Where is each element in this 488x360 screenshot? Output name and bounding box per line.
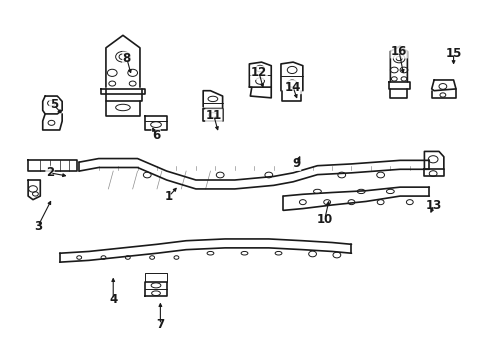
- Text: 6: 6: [152, 129, 160, 142]
- Text: 12: 12: [250, 66, 266, 79]
- Text: 10: 10: [316, 213, 332, 226]
- Text: 16: 16: [390, 45, 407, 58]
- Text: 4: 4: [109, 293, 117, 306]
- Text: 2: 2: [46, 166, 54, 179]
- Text: 7: 7: [156, 318, 164, 331]
- Text: 9: 9: [292, 157, 300, 170]
- Text: 15: 15: [445, 47, 461, 60]
- Text: 3: 3: [34, 220, 42, 233]
- Text: 1: 1: [165, 190, 173, 203]
- Text: 8: 8: [122, 52, 131, 65]
- Text: 13: 13: [425, 198, 441, 212]
- Text: 14: 14: [285, 81, 301, 94]
- Text: 5: 5: [50, 99, 58, 112]
- Text: 11: 11: [205, 109, 222, 122]
